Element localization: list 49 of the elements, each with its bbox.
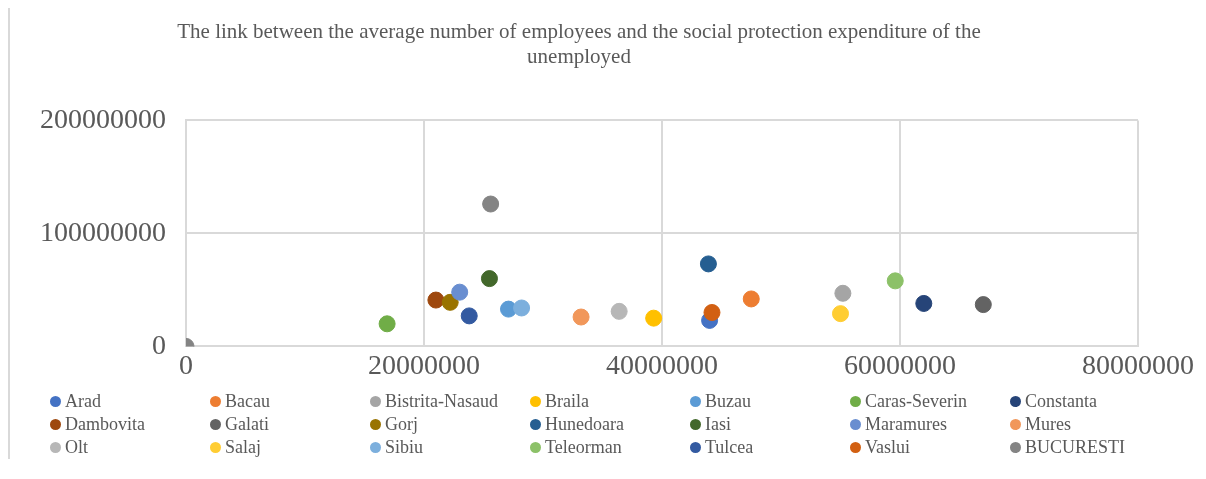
point — [513, 299, 531, 317]
point — [834, 284, 852, 302]
point — [460, 307, 478, 325]
legend-label: Constanta — [1025, 390, 1097, 413]
legend-label: Braila — [545, 390, 589, 413]
legend-label: Arad — [65, 390, 101, 413]
legend-label: Iasi — [705, 413, 731, 436]
point — [441, 293, 459, 311]
legend-label: Caras-Severin — [865, 390, 967, 413]
legend-label: Buzau — [705, 390, 751, 413]
point — [610, 302, 628, 320]
point — [480, 270, 498, 288]
point — [699, 255, 717, 273]
x-tick-label: 80000000 — [1082, 348, 1194, 380]
legend-label: Teleorman — [545, 436, 622, 459]
legend-label: Maramures — [865, 413, 947, 436]
y-tick-label: 0 — [152, 328, 166, 360]
chart-title: The link between the average number of employees and the social protection expenditure of the unemployed — [177, 19, 981, 69]
y-tick-label: 200000000 — [40, 102, 166, 134]
point — [378, 315, 396, 333]
legend-label: Bacau — [225, 390, 270, 413]
point — [451, 283, 469, 301]
legend-label: Vaslui — [865, 436, 910, 459]
x-tick-label: 40000000 — [606, 348, 718, 380]
point — [742, 290, 760, 308]
point — [915, 294, 933, 312]
legend-label: Mures — [1025, 413, 1071, 436]
legend-label: Sibiu — [385, 436, 424, 459]
legend-label: Hunedoara — [545, 413, 624, 436]
legend-label: Gorj — [385, 413, 418, 436]
point — [482, 195, 500, 213]
point — [645, 309, 663, 327]
x-tick-label: 20000000 — [368, 348, 480, 380]
point — [572, 308, 590, 326]
point — [427, 291, 445, 309]
point — [974, 296, 992, 314]
y-tick-label: 100000000 — [40, 215, 166, 247]
legend-label: Olt — [65, 436, 89, 459]
x-tick-label: 0 — [179, 348, 193, 380]
point — [703, 304, 721, 321]
legend-label: BUCURESTI — [1025, 436, 1126, 459]
legend-label: Bistrita-Nasaud — [385, 390, 498, 413]
point — [886, 272, 904, 290]
x-tick-label: 60000000 — [844, 348, 956, 380]
legend-label: Tulcea — [705, 436, 754, 459]
legend-label: Dambovita — [65, 413, 145, 436]
point — [832, 305, 849, 323]
legend-label: Galati — [225, 413, 269, 436]
legend-label: Salaj — [225, 436, 261, 459]
